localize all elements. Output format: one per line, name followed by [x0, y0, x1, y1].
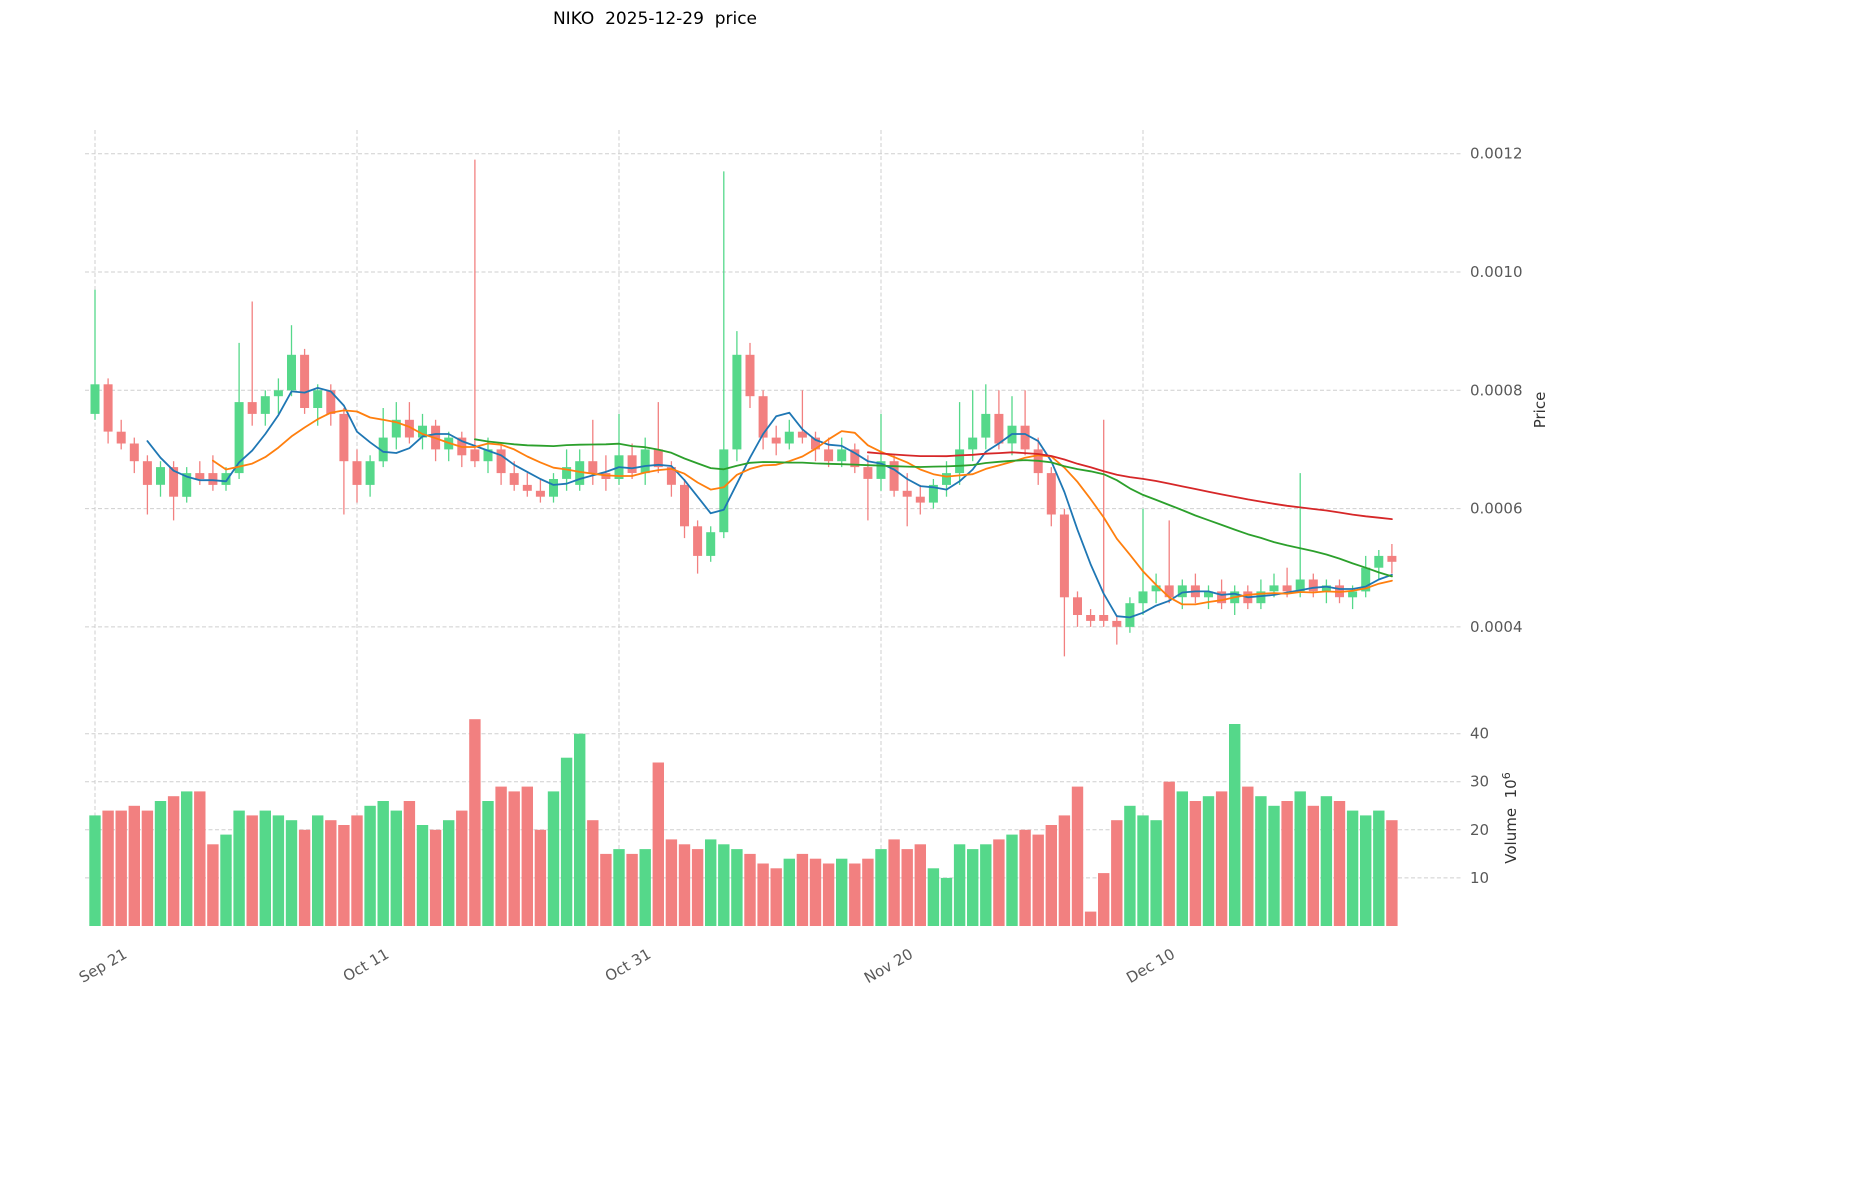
svg-text:0.0006: 0.0006	[1470, 500, 1523, 518]
chart-title: NIKO 2025-12-29 price	[552, 9, 758, 29]
svg-text:0.0008: 0.0008	[1470, 381, 1523, 399]
svg-text:Oct 11: Oct 11	[340, 945, 392, 985]
svg-text:10: 10	[1470, 869, 1489, 887]
svg-text:0.0012: 0.0012	[1470, 145, 1523, 163]
svg-text:40: 40	[1470, 725, 1489, 743]
svg-text:Oct 31: Oct 31	[602, 945, 654, 985]
volume-axis-label-text: Volume	[1502, 807, 1520, 864]
svg-text:30: 30	[1470, 773, 1489, 791]
svg-text:20: 20	[1470, 821, 1489, 839]
volume-axis-exponent: 6	[1500, 772, 1513, 780]
svg-text:Sep 21: Sep 21	[76, 945, 130, 987]
volume-axis-unit: 10	[1502, 779, 1520, 799]
svg-text:Dec 10: Dec 10	[1123, 945, 1178, 987]
svg-text:0.0010: 0.0010	[1470, 263, 1523, 281]
svg-text:0.0004: 0.0004	[1470, 618, 1523, 636]
volume-axis-label: Volume 106	[1500, 772, 1520, 863]
svg-text:Nov 20: Nov 20	[861, 945, 916, 987]
price-axis-label: Price	[1531, 391, 1549, 429]
